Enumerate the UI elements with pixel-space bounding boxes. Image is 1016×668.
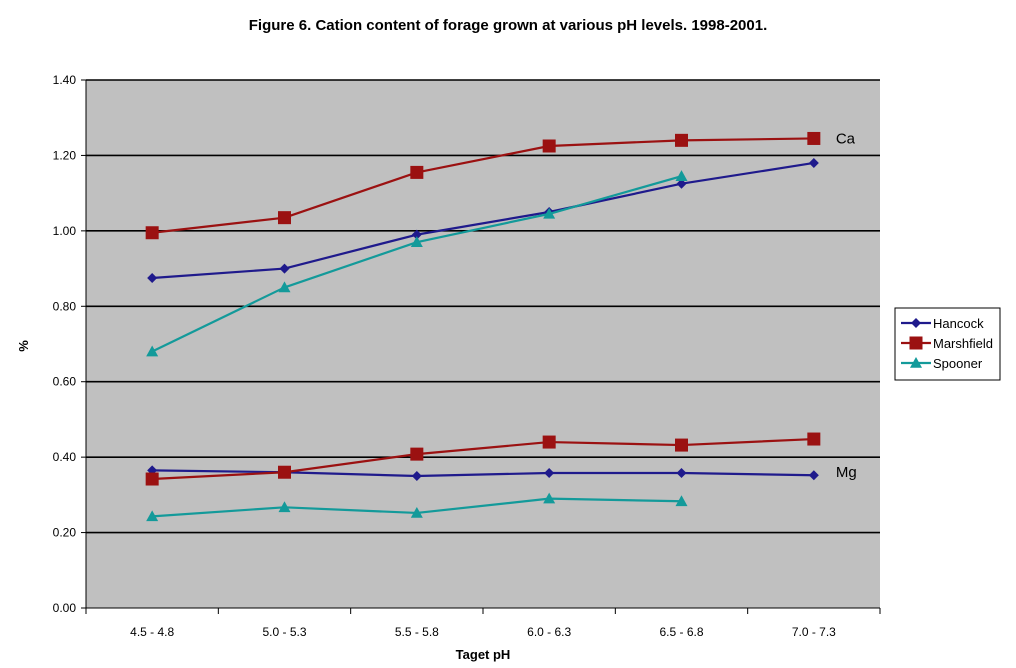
data-point xyxy=(543,207,556,219)
data-point xyxy=(807,432,821,446)
legend-label: Hancock xyxy=(933,316,984,331)
data-point xyxy=(675,495,688,507)
data-point xyxy=(807,131,821,145)
series-line xyxy=(152,437,814,481)
grid-lines xyxy=(86,79,880,534)
data-point xyxy=(145,226,159,240)
data-point xyxy=(411,229,422,240)
data-point xyxy=(543,492,556,504)
data-point xyxy=(146,510,159,522)
data-point xyxy=(410,236,423,247)
y-tick-label: 0.80 xyxy=(53,299,77,313)
axes: 0.00 0.20 0.40 0.60 0.80 1.00 1.20 1.40 4.5 - 4.… xyxy=(53,73,881,639)
x-tick-label: 6.0 - 6.3 xyxy=(527,625,571,639)
legend-label: Spooner xyxy=(933,356,983,371)
series-group-label: Mg xyxy=(836,464,857,481)
y-axis-label: % xyxy=(16,340,31,352)
data-point xyxy=(410,165,424,179)
plot-area xyxy=(86,80,880,608)
series-group-label: Ca xyxy=(836,130,856,147)
chart-title: Figure 6. Cation content of forage grown… xyxy=(249,17,767,34)
data-point xyxy=(145,472,159,486)
y-tick-label: 1.40 xyxy=(53,73,77,87)
data-point xyxy=(147,273,158,283)
data-point xyxy=(910,357,922,368)
y-tick-label: 1.20 xyxy=(53,148,77,162)
data-point xyxy=(909,336,923,350)
data-point xyxy=(676,178,687,189)
data-point xyxy=(675,133,688,147)
data-point xyxy=(675,170,688,181)
data-point xyxy=(279,263,290,274)
data-point xyxy=(808,470,819,481)
legend-label: Marshfield xyxy=(933,336,993,351)
y-tick-label: 0.20 xyxy=(53,526,77,540)
data-point xyxy=(411,471,422,481)
y-tick-label: 0.40 xyxy=(53,450,77,464)
data-point xyxy=(542,139,556,153)
data-point xyxy=(278,501,291,513)
series-line xyxy=(152,161,815,280)
x-tick-label: 5.0 - 5.3 xyxy=(262,625,306,639)
annotations: Ca Mg xyxy=(836,130,857,481)
data-point xyxy=(278,211,291,225)
data-point xyxy=(675,438,688,452)
x-tick-label: 4.5 - 4.8 xyxy=(130,625,174,639)
y-tick-label: 0.60 xyxy=(53,375,77,389)
data-point xyxy=(410,506,423,518)
series-line xyxy=(152,137,814,234)
y-tick-label: 0.00 xyxy=(53,601,77,615)
data-point xyxy=(410,447,424,461)
data-point xyxy=(542,435,556,449)
series-line xyxy=(152,469,814,478)
x-tick-label: 6.5 - 6.8 xyxy=(659,625,703,639)
y-tick-label: 1.00 xyxy=(53,224,77,238)
data-point xyxy=(808,157,819,168)
data-point xyxy=(278,281,291,293)
data-point xyxy=(676,467,687,478)
x-axis-label: Taget pH xyxy=(456,647,511,662)
data-point xyxy=(544,467,555,478)
data-point xyxy=(278,465,291,479)
x-tick-label: 5.5 - 5.8 xyxy=(395,625,439,639)
legend: Hancock Marshfield Spooner xyxy=(894,307,1001,381)
data-point xyxy=(911,318,921,328)
series-lines xyxy=(145,131,821,522)
x-tick-label: 7.0 - 7.3 xyxy=(792,625,836,639)
data-point xyxy=(146,345,159,357)
